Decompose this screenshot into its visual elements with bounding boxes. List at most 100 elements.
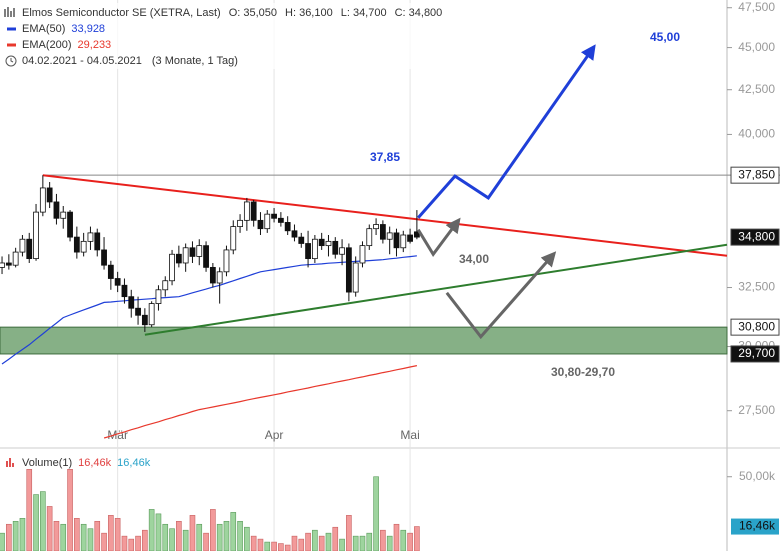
candle-body bbox=[121, 284, 128, 298]
candle-body bbox=[359, 245, 366, 264]
candle-body bbox=[277, 217, 284, 223]
candle-body bbox=[182, 247, 189, 264]
volume-bar bbox=[284, 544, 291, 551]
volume-bar bbox=[216, 523, 223, 551]
ema-line bbox=[103, 365, 418, 439]
volume-bar bbox=[189, 515, 196, 551]
volume-bar bbox=[393, 523, 400, 551]
volume-bar bbox=[264, 541, 271, 551]
candle-body bbox=[216, 271, 223, 284]
volume-bar bbox=[33, 494, 39, 551]
volume-bar bbox=[346, 515, 352, 551]
clock-hands bbox=[10, 58, 14, 63]
legend-entry: EMA(200) 29,233 bbox=[22, 39, 111, 51]
candle-body bbox=[305, 243, 311, 260]
candle-body bbox=[94, 232, 101, 251]
volume-legend: Volume(1) 16,46k 16,46k bbox=[22, 457, 151, 469]
volume-bar bbox=[407, 532, 413, 551]
volume-box-label: 16,46k bbox=[739, 519, 776, 533]
x-tick-label: Apr bbox=[265, 428, 284, 442]
candle-body bbox=[0, 262, 5, 268]
volume-bar bbox=[223, 520, 230, 551]
support-zone bbox=[0, 326, 728, 355]
candle-body bbox=[332, 240, 339, 255]
candle-body bbox=[209, 266, 216, 284]
candle-body bbox=[325, 240, 332, 247]
candle-body bbox=[39, 187, 46, 213]
candle-body bbox=[318, 238, 325, 247]
candle-body bbox=[73, 236, 80, 253]
period-line: 04.02.2021 - 04.05.2021 (3 Monate, 1 Tag) bbox=[22, 55, 238, 67]
candle-body bbox=[230, 226, 237, 251]
candle-body bbox=[5, 262, 12, 266]
scenario-arrow bbox=[416, 217, 461, 257]
y-tick-label: 42,500 bbox=[738, 82, 775, 96]
price-box bbox=[730, 166, 780, 184]
volume-bar bbox=[373, 476, 379, 551]
candle-body bbox=[345, 247, 352, 293]
volume-bar bbox=[169, 528, 175, 551]
candle-body bbox=[80, 240, 87, 253]
candle-body bbox=[237, 219, 243, 227]
volume-bar bbox=[318, 535, 325, 551]
price-box-label: 37,850 bbox=[738, 167, 775, 181]
candle-body bbox=[107, 264, 114, 279]
annotation: 30,80-29,70 bbox=[551, 365, 615, 379]
candle-body bbox=[141, 314, 148, 326]
volume-value: 16,46k bbox=[117, 457, 151, 469]
volume-bar bbox=[291, 535, 298, 551]
candle-body bbox=[352, 262, 359, 293]
candle-body bbox=[291, 230, 298, 238]
y-tick-label: 50,00k bbox=[739, 469, 776, 483]
price-box-label: 30,800 bbox=[738, 319, 775, 333]
candle-body bbox=[46, 187, 53, 203]
volume-bar bbox=[19, 518, 26, 551]
volume-bar bbox=[271, 541, 277, 551]
volume-bar bbox=[359, 535, 366, 551]
volume-bar bbox=[114, 518, 121, 551]
legend-value: 29,233 bbox=[78, 39, 112, 51]
candle-body bbox=[114, 278, 121, 286]
volume-bar bbox=[80, 523, 87, 551]
volume-bar bbox=[135, 535, 141, 551]
candle-body bbox=[33, 211, 39, 260]
price-box-label: 29,700 bbox=[738, 346, 775, 360]
volume-bar bbox=[257, 538, 264, 551]
volume-bar bbox=[40, 491, 46, 551]
candle-body bbox=[386, 232, 393, 240]
annotation: 34,00 bbox=[459, 252, 489, 266]
volume-name: Volume(1) bbox=[22, 457, 72, 469]
period-note: (3 Monate, 1 Tag) bbox=[152, 55, 238, 67]
legend-entry: EMA(50) 33,928 bbox=[22, 23, 105, 35]
price-box bbox=[730, 345, 780, 363]
price-box-label: 34,800 bbox=[738, 229, 775, 243]
y-tick-label: 47,500 bbox=[738, 0, 775, 14]
candle-body bbox=[203, 245, 209, 268]
candle-body bbox=[53, 201, 60, 219]
candle-body bbox=[250, 201, 257, 221]
volume-bar bbox=[386, 535, 393, 551]
y-tick-label: 32,500 bbox=[738, 280, 775, 294]
ohlc-low: L: 34,700 bbox=[341, 7, 387, 19]
volume-bar bbox=[278, 543, 284, 551]
candle-body bbox=[298, 236, 305, 244]
legend-background bbox=[0, 3, 440, 69]
candle-body bbox=[393, 232, 400, 249]
candle-body bbox=[19, 238, 26, 253]
volume-bar bbox=[60, 523, 67, 551]
scenario-arrow bbox=[417, 44, 596, 219]
volume-bar bbox=[203, 532, 209, 551]
volume-bar bbox=[305, 532, 311, 551]
volume-bar bbox=[87, 528, 94, 551]
volume-bar bbox=[12, 520, 19, 551]
candle-body bbox=[189, 247, 196, 257]
volume-bar bbox=[128, 538, 135, 551]
candle-body bbox=[257, 219, 264, 230]
volume-bar bbox=[210, 509, 216, 551]
volume-bar bbox=[108, 515, 114, 551]
candle-body bbox=[339, 247, 345, 255]
candle-body bbox=[284, 222, 291, 232]
volume-bar bbox=[352, 535, 359, 551]
candle-body bbox=[407, 234, 413, 242]
